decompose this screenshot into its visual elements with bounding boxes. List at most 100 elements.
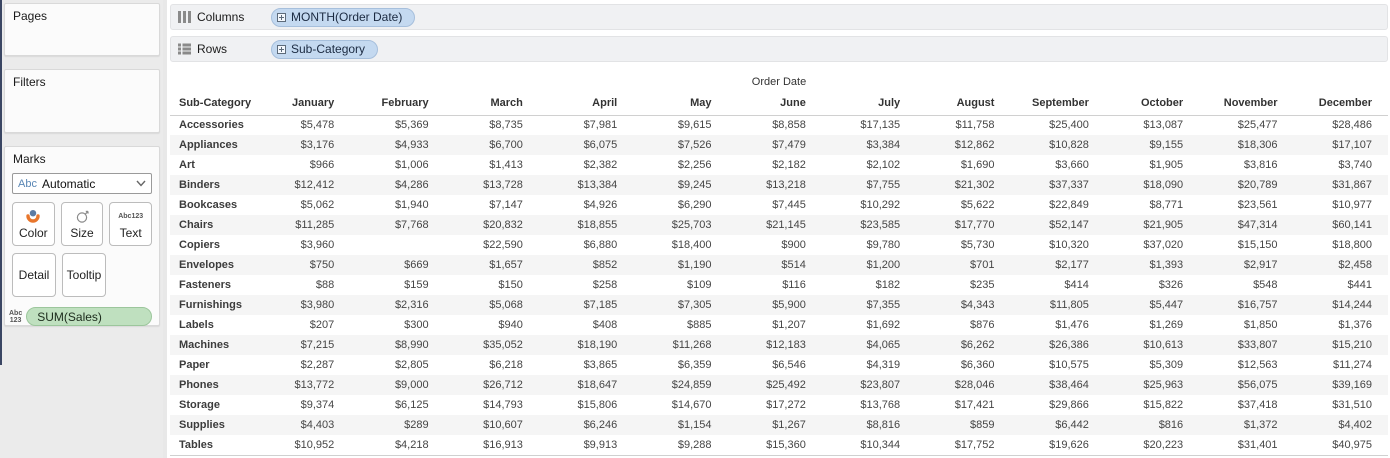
value-cell[interactable]: $25,703	[671, 219, 712, 231]
value-cell[interactable]: $750	[309, 259, 335, 271]
value-cell[interactable]: $2,917	[1243, 259, 1278, 271]
month-header[interactable]: January	[255, 95, 351, 116]
row-label[interactable]: Machines	[179, 339, 230, 351]
value-cell[interactable]: $17,421	[954, 399, 995, 411]
value-cell[interactable]: $52,147	[1049, 219, 1089, 231]
value-cell[interactable]: $182	[875, 279, 901, 291]
value-cell[interactable]: $6,880	[583, 239, 618, 251]
row-label[interactable]: Binders	[179, 179, 220, 191]
value-cell[interactable]: $4,926	[583, 199, 618, 211]
value-cell[interactable]: $13,384	[577, 179, 618, 191]
value-cell[interactable]: $25,963	[1143, 379, 1184, 391]
value-cell[interactable]: $21,302	[954, 179, 995, 191]
value-cell[interactable]: $4,403	[300, 419, 335, 431]
value-cell[interactable]: $5,622	[960, 199, 995, 211]
value-cell[interactable]: $1,207	[772, 319, 806, 331]
value-cell[interactable]: $10,344	[821, 435, 917, 456]
tooltip-button[interactable]: Tooltip	[62, 253, 106, 297]
value-cell[interactable]: $852	[592, 259, 618, 271]
value-cell[interactable]: $3,980	[300, 299, 335, 311]
value-cell[interactable]: $8,735	[489, 119, 523, 132]
row-label[interactable]: Appliances	[179, 139, 238, 151]
value-cell[interactable]: $11,268	[672, 339, 712, 351]
value-cell[interactable]: $2,256	[677, 159, 712, 171]
value-cell[interactable]: $7,755	[866, 179, 901, 191]
columns-pill-month-order-date[interactable]: MONTH(Order Date)	[271, 7, 416, 27]
value-cell[interactable]: $7,305	[677, 299, 712, 311]
value-cell[interactable]: $1,940	[394, 199, 429, 211]
row-label[interactable]: Supplies	[179, 419, 225, 431]
value-cell[interactable]: $7,981	[583, 119, 618, 132]
value-cell[interactable]: $4,065	[866, 339, 901, 351]
value-cell[interactable]: $15,822	[1143, 399, 1184, 411]
value-cell[interactable]: $18,190	[577, 339, 618, 351]
value-cell[interactable]: $7,479	[772, 139, 806, 151]
value-cell[interactable]: $37,020	[1143, 239, 1184, 251]
expand-plus-icon[interactable]	[277, 12, 286, 22]
value-cell[interactable]: $1,372	[1243, 419, 1278, 431]
value-cell[interactable]: $10,613	[1143, 339, 1184, 351]
value-cell[interactable]: $17,752	[916, 435, 1011, 456]
value-cell[interactable]: $10,320	[1049, 239, 1089, 251]
value-cell[interactable]: $9,913	[538, 435, 634, 456]
value-cell[interactable]: $47,314	[1237, 219, 1278, 231]
value-cell[interactable]: $1,905	[1149, 159, 1184, 171]
value-cell[interactable]: $13,218	[766, 179, 806, 191]
value-cell[interactable]: $25,477	[1237, 119, 1278, 132]
value-cell[interactable]: $21,905	[1143, 219, 1184, 231]
value-cell[interactable]: $3,960	[300, 239, 335, 251]
row-label[interactable]: Art	[179, 159, 195, 171]
value-cell[interactable]: $3,384	[866, 139, 901, 151]
value-cell[interactable]: $6,360	[960, 359, 995, 371]
value-cell[interactable]: $159	[404, 279, 429, 291]
value-cell[interactable]: $31,401	[1199, 435, 1294, 456]
value-cell[interactable]: $4,402	[1338, 419, 1372, 431]
value-cell[interactable]: $669	[404, 259, 429, 271]
row-label[interactable]: Accessories	[179, 119, 244, 132]
value-cell[interactable]: $3,176	[300, 139, 335, 151]
value-cell[interactable]: $31,510	[1332, 399, 1372, 411]
value-cell[interactable]: $1,376	[1338, 319, 1372, 331]
text-button[interactable]: Abc 123 Text	[109, 202, 153, 246]
value-cell[interactable]: $6,075	[583, 139, 618, 151]
row-label[interactable]: Paper	[179, 359, 210, 371]
value-cell[interactable]: $2,287	[300, 359, 335, 371]
value-cell[interactable]: $6,125	[394, 399, 429, 411]
value-cell[interactable]: $8,990	[394, 339, 429, 351]
value-cell[interactable]: $24,859	[671, 379, 712, 391]
value-cell[interactable]: $17,107	[1332, 139, 1372, 151]
value-cell[interactable]: $300	[404, 319, 429, 331]
value-cell[interactable]: $20,789	[1237, 179, 1278, 191]
value-cell[interactable]: $88	[315, 279, 335, 291]
value-cell[interactable]: $14,244	[1332, 299, 1372, 311]
value-cell[interactable]: $25,400	[1049, 119, 1089, 132]
value-cell[interactable]: $10,828	[1049, 139, 1089, 151]
value-cell[interactable]: $1,267	[772, 419, 806, 431]
value-cell[interactable]: $33,807	[1237, 339, 1278, 351]
value-cell[interactable]: $18,855	[577, 219, 618, 231]
value-cell[interactable]: $4,933	[394, 139, 429, 151]
value-cell[interactable]: $12,563	[1237, 359, 1278, 371]
value-cell[interactable]: $2,177	[1055, 259, 1089, 271]
value-cell[interactable]: $5,369	[394, 119, 429, 132]
value-cell[interactable]: $1,476	[1055, 319, 1089, 331]
row-label[interactable]: Fasteners	[179, 279, 231, 291]
detail-button[interactable]: Detail	[12, 253, 56, 297]
value-cell[interactable]: $28,046	[954, 379, 995, 391]
value-cell[interactable]: $7,445	[772, 199, 806, 211]
value-cell[interactable]: $12,862	[954, 139, 995, 151]
value-cell[interactable]: $15,210	[1332, 339, 1372, 351]
columns-shelf[interactable]: Columns MONTH(Order Date)	[170, 4, 1388, 30]
value-cell[interactable]: $1,690	[960, 159, 995, 171]
value-cell[interactable]: $22,590	[483, 239, 523, 251]
value-cell[interactable]: $18,306	[1237, 139, 1278, 151]
month-header[interactable]: May	[633, 95, 728, 116]
value-cell[interactable]: $4,319	[866, 359, 901, 371]
month-header[interactable]: April	[538, 95, 634, 116]
value-cell[interactable]: $414	[1064, 279, 1089, 291]
value-cell[interactable]: $7,768	[394, 219, 429, 231]
value-cell[interactable]: $17,135	[860, 119, 901, 132]
value-cell[interactable]: $5,900	[772, 299, 806, 311]
value-cell[interactable]: $1,154	[677, 419, 712, 431]
month-header[interactable]: March	[444, 95, 539, 116]
